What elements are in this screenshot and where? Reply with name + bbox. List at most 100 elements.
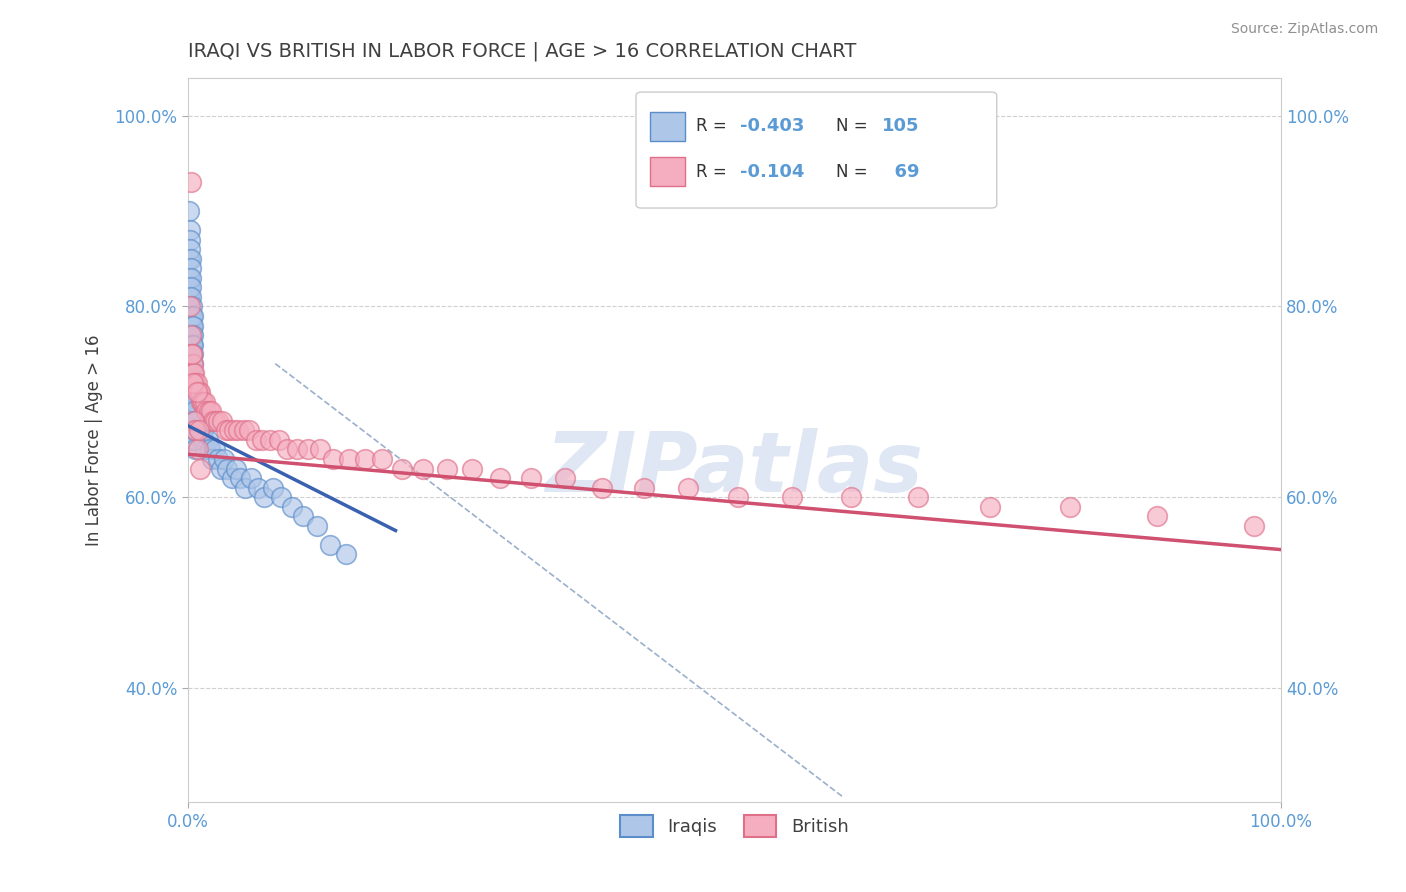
Point <box>520 471 543 485</box>
Point <box>225 461 247 475</box>
Point <box>177 270 200 285</box>
Point <box>181 366 204 380</box>
Point <box>181 309 204 323</box>
Point <box>183 366 205 380</box>
Point <box>183 376 205 390</box>
Point <box>181 337 204 351</box>
Point <box>183 433 205 447</box>
Point <box>195 404 218 418</box>
Point <box>322 452 344 467</box>
Point <box>181 328 204 343</box>
Point <box>184 394 207 409</box>
Point <box>179 366 201 380</box>
Point <box>1059 500 1081 514</box>
Point <box>233 481 256 495</box>
Point <box>186 385 208 400</box>
Point <box>309 442 332 457</box>
Point <box>181 300 204 314</box>
Point <box>186 394 208 409</box>
Point <box>181 404 204 418</box>
Point <box>181 347 204 361</box>
Point <box>276 442 298 457</box>
Point <box>191 424 214 438</box>
Point <box>201 414 224 428</box>
Point <box>184 442 207 457</box>
Point <box>187 404 209 418</box>
Point <box>180 394 202 409</box>
Point <box>183 414 205 428</box>
Point <box>180 176 202 190</box>
Point <box>180 270 202 285</box>
Point <box>250 433 273 447</box>
Point <box>209 461 232 475</box>
Point <box>907 490 929 504</box>
Point <box>181 366 204 380</box>
Point <box>179 223 201 237</box>
Point <box>371 452 394 467</box>
Point <box>201 452 224 467</box>
Point <box>262 481 284 495</box>
FancyBboxPatch shape <box>636 92 997 208</box>
Point <box>179 233 201 247</box>
Point <box>187 385 209 400</box>
Point <box>180 328 202 343</box>
Point <box>180 414 202 428</box>
Point <box>841 490 863 504</box>
Point <box>181 376 204 390</box>
Point <box>188 385 211 400</box>
Point <box>181 328 204 343</box>
Point <box>207 452 229 467</box>
Point <box>179 347 201 361</box>
Point <box>181 394 204 409</box>
Text: 105: 105 <box>882 117 920 136</box>
Point <box>217 461 239 475</box>
Point <box>554 471 576 485</box>
Text: 69: 69 <box>882 163 920 181</box>
Point <box>246 481 269 495</box>
Point <box>179 300 201 314</box>
Point <box>184 414 207 428</box>
Bar <box>650 112 685 141</box>
Point <box>179 242 201 256</box>
Point <box>180 404 202 418</box>
Point <box>280 500 302 514</box>
Text: -0.104: -0.104 <box>740 163 804 181</box>
Point <box>177 300 200 314</box>
Point <box>181 357 204 371</box>
Point <box>188 461 211 475</box>
Point <box>187 414 209 428</box>
Point <box>180 433 202 447</box>
Text: R =: R = <box>696 163 733 181</box>
Point <box>181 385 204 400</box>
Point <box>183 414 205 428</box>
Text: Source: ZipAtlas.com: Source: ZipAtlas.com <box>1230 22 1378 37</box>
Y-axis label: In Labor Force | Age > 16: In Labor Force | Age > 16 <box>86 334 103 546</box>
Point <box>183 404 205 418</box>
Point <box>198 442 221 457</box>
Point <box>177 204 200 219</box>
Point <box>184 424 207 438</box>
Text: N =: N = <box>837 117 873 136</box>
Point <box>187 424 209 438</box>
Text: N =: N = <box>837 163 873 181</box>
Point <box>678 481 700 495</box>
Point <box>197 433 219 447</box>
Point <box>179 337 201 351</box>
Point <box>240 471 263 485</box>
Text: R =: R = <box>696 117 733 136</box>
Point <box>181 309 204 323</box>
Point <box>181 385 204 400</box>
Point <box>179 309 201 323</box>
Point <box>180 261 202 276</box>
Point <box>181 376 204 390</box>
Point <box>180 252 202 266</box>
Point <box>191 394 214 409</box>
Point <box>181 366 204 380</box>
Point <box>238 424 260 438</box>
Point <box>177 290 200 304</box>
Point <box>190 424 212 438</box>
Point <box>245 433 267 447</box>
Point <box>354 452 377 467</box>
Text: -0.403: -0.403 <box>740 117 804 136</box>
Point <box>319 538 342 552</box>
